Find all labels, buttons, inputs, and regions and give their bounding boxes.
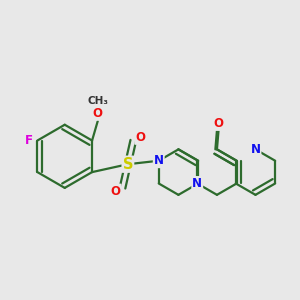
Text: O: O — [135, 131, 145, 144]
Text: O: O — [214, 117, 224, 130]
Text: N: N — [192, 177, 202, 190]
Text: S: S — [123, 157, 133, 172]
Text: N: N — [154, 154, 164, 167]
Text: CH₃: CH₃ — [87, 96, 108, 106]
Text: O: O — [111, 184, 121, 198]
Text: N: N — [250, 143, 260, 156]
Text: F: F — [25, 134, 32, 147]
Text: O: O — [93, 107, 103, 120]
